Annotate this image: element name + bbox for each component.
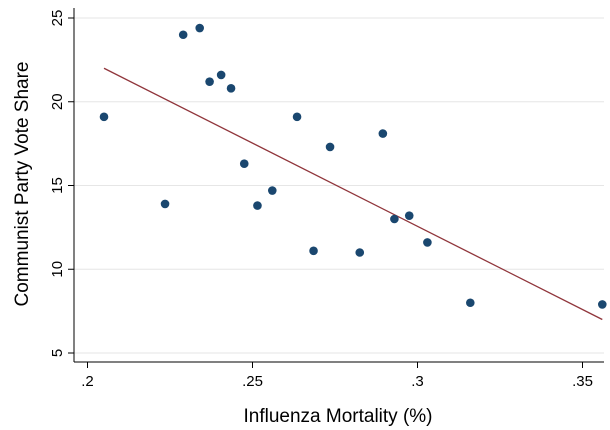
y-tick-label-2: 15 — [49, 177, 66, 194]
x-tick-label-3: .35 — [572, 373, 593, 390]
y-axis-title: Communist Party Vote Share — [12, 62, 33, 307]
data-point-15 — [390, 214, 399, 224]
y-tick-label-1: 10 — [49, 261, 66, 278]
data-point-16 — [404, 211, 414, 220]
data-point-2 — [178, 30, 188, 40]
data-point-3 — [195, 23, 204, 33]
x-tick-label-2: .3 — [411, 373, 424, 390]
data-point-8 — [253, 201, 262, 210]
y-tick-label-3: 20 — [49, 93, 66, 110]
x-axis-title: Influenza Mortality (%) — [243, 406, 432, 427]
data-point-14 — [378, 129, 388, 138]
y-tick-label-0: 5 — [49, 349, 66, 357]
grid-lines — [74, 17, 604, 354]
data-point-1 — [160, 199, 170, 209]
data-point-6 — [226, 84, 236, 93]
data-point-12 — [325, 142, 335, 152]
data-point-17 — [423, 238, 432, 247]
x-axis-ticks: .2 .25 .3 .35 — [81, 362, 593, 390]
data-point-11 — [309, 246, 318, 256]
x-tick-label-1: .25 — [242, 373, 263, 390]
data-point-19 — [598, 300, 607, 309]
y-axis-ticks: 5 10 15 20 25 — [49, 10, 74, 357]
data-point-7 — [239, 159, 249, 169]
data-point-4 — [205, 77, 214, 86]
fitted-line — [103, 67, 603, 321]
data-point-18 — [466, 298, 475, 308]
data-point-13 — [355, 248, 365, 257]
y-tick-label-4: 25 — [49, 10, 66, 27]
data-point-9 — [268, 186, 277, 195]
data-point-5 — [216, 70, 226, 80]
data-points — [99, 23, 607, 309]
data-point-10 — [292, 112, 302, 122]
data-point-0 — [99, 112, 109, 122]
x-tick-label-0: .2 — [81, 373, 94, 390]
